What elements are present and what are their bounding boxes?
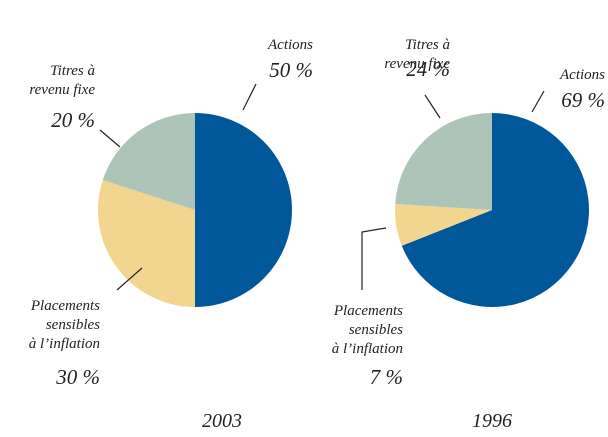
value-label: 7 % — [369, 365, 403, 389]
value-label: 20 % — [51, 108, 95, 132]
leader-line — [361, 227, 387, 290]
leader-line — [531, 90, 545, 113]
leader-line — [242, 83, 257, 111]
leader-line — [99, 129, 121, 148]
category-label: Placements sensibles à l’inflation — [28, 298, 100, 352]
pie-slice — [394, 203, 492, 246]
pie-slice — [195, 113, 292, 307]
value-label: 24 % — [406, 57, 450, 81]
pie-slice — [102, 113, 195, 210]
value-label: 30 % — [56, 365, 100, 389]
chart-title: 1996 — [472, 410, 512, 432]
chart-title: 2003 — [202, 410, 242, 432]
leader-line — [424, 94, 441, 119]
category-label: Actions — [268, 37, 313, 53]
value-label: 69 % — [561, 88, 605, 112]
value-label: 50 % — [269, 58, 313, 82]
pie-slice — [395, 113, 492, 210]
pie-slice — [97, 180, 195, 307]
leader-line — [116, 267, 143, 291]
category-label: Titres à revenu fixe — [29, 63, 95, 98]
pie-slice — [401, 113, 589, 308]
category-label: Placements sensibles à l’inflation — [331, 303, 403, 357]
category-label: Titres à revenu fixe — [384, 37, 450, 72]
category-label: Actions — [560, 67, 605, 83]
